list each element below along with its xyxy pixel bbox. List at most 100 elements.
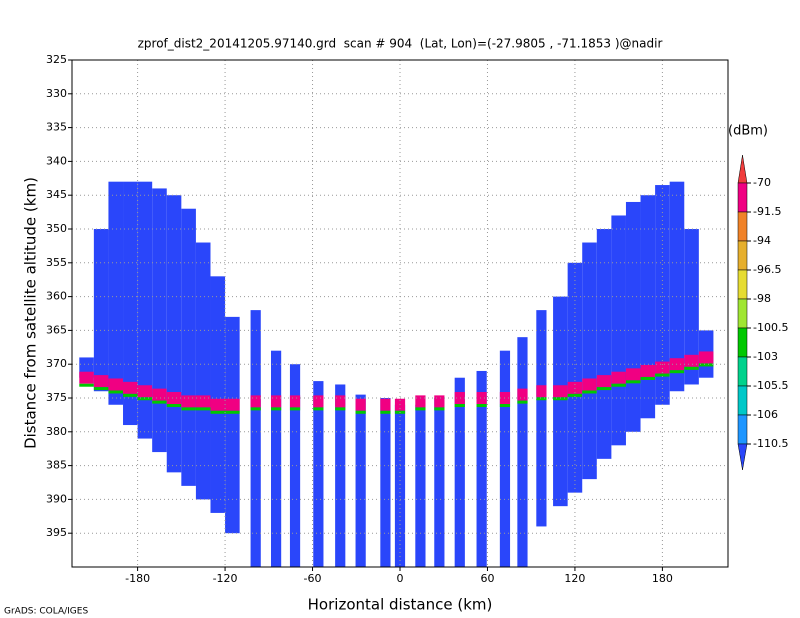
swath-column xyxy=(335,384,346,567)
colorbar-tick-label: -106 xyxy=(753,408,778,421)
bright-band xyxy=(108,378,124,391)
bright-band xyxy=(698,351,714,364)
swath-column xyxy=(454,377,465,567)
colorbar-segment xyxy=(737,298,748,329)
swath-column xyxy=(93,229,109,392)
colorbar-cap xyxy=(737,443,748,471)
band-edge xyxy=(517,400,528,404)
swath-column xyxy=(123,181,138,426)
x-tick-label: -180 xyxy=(125,572,150,585)
bright-band xyxy=(166,392,182,404)
band-edge xyxy=(313,407,324,411)
colorbar-tick-label: -70 xyxy=(753,176,771,189)
bright-band xyxy=(210,398,226,411)
band-edge xyxy=(152,400,167,404)
colorbar-segment xyxy=(737,356,748,387)
band-edge xyxy=(625,380,641,384)
bright-band xyxy=(289,395,301,408)
bright-band xyxy=(355,398,366,411)
band-edge xyxy=(582,390,597,394)
band-edge xyxy=(137,397,153,401)
swath-column xyxy=(476,370,487,567)
y-tick-label: 350 xyxy=(46,222,67,235)
swath-column xyxy=(669,181,685,392)
x-tick-label: -60 xyxy=(304,572,322,585)
band-edge xyxy=(553,397,568,401)
band-edge xyxy=(380,410,391,414)
colorbar-segment xyxy=(737,269,748,300)
bright-band xyxy=(536,385,547,398)
swath-column xyxy=(415,404,426,567)
band-edge xyxy=(289,407,301,411)
band-edge xyxy=(225,410,240,414)
colorbar-segment xyxy=(737,414,748,445)
y-tick-label: 375 xyxy=(46,391,67,404)
swath-column xyxy=(640,195,656,419)
plot-frame xyxy=(71,59,729,568)
y-tick-label: 340 xyxy=(46,154,67,167)
y-axis-label: Distance from satellite altitude (km) xyxy=(22,177,40,449)
band-edge xyxy=(79,383,94,387)
band-edge xyxy=(655,373,670,377)
band-edge xyxy=(698,363,714,367)
swath-column xyxy=(582,242,597,480)
swath-column xyxy=(108,181,124,405)
bright-band xyxy=(434,395,445,408)
y-tick-label: 380 xyxy=(46,425,67,438)
bright-band xyxy=(567,381,583,394)
bright-band xyxy=(123,381,138,394)
footer: GrADS: COLA/IGES xyxy=(4,607,88,617)
band-edge xyxy=(415,407,426,411)
bright-band xyxy=(380,398,391,411)
band-edge xyxy=(567,393,583,397)
swath-column xyxy=(684,229,699,385)
swath-column xyxy=(313,381,324,567)
swath-column xyxy=(611,215,626,446)
colorbar-tick-label: -100.5 xyxy=(753,321,788,334)
y-tick-label: 335 xyxy=(46,121,67,134)
swath-column xyxy=(166,195,182,473)
bright-band xyxy=(195,395,211,408)
y-tick-label: 390 xyxy=(46,492,67,505)
swath-column xyxy=(655,185,670,405)
x-tick-label: 120 xyxy=(564,572,585,585)
swath-column xyxy=(380,398,391,567)
bright-band xyxy=(517,388,528,401)
swath-column xyxy=(596,229,612,459)
bright-band xyxy=(640,364,656,377)
colorbar-tick-label: -91.5 xyxy=(753,205,781,218)
colorbar-segment xyxy=(737,240,748,271)
colorbar-tick-label: -110.5 xyxy=(753,437,788,450)
bright-band xyxy=(476,392,487,404)
y-tick-label: 395 xyxy=(46,526,67,539)
y-tick-label: 330 xyxy=(46,87,67,100)
x-tick-label: 60 xyxy=(480,572,494,585)
bright-band xyxy=(655,361,670,374)
chart-title: zprof_dist2_20141205.97140.grd scan # 90… xyxy=(138,37,663,51)
bright-band xyxy=(313,395,324,408)
colorbar-segment xyxy=(737,385,748,416)
colorbar-tick-label: -103 xyxy=(753,350,778,363)
swath-column xyxy=(394,404,406,567)
bright-band xyxy=(152,388,167,401)
swath-column xyxy=(250,310,261,567)
band-edge xyxy=(93,387,109,391)
band-edge xyxy=(640,376,656,380)
bright-band xyxy=(415,395,426,408)
swath-column xyxy=(181,208,196,486)
y-tick-label: 360 xyxy=(46,290,67,303)
swath-column xyxy=(625,201,641,432)
band-edge xyxy=(166,404,182,407)
swath-column xyxy=(210,276,226,513)
band-edge xyxy=(596,387,612,391)
band-edge xyxy=(108,390,124,394)
colorbar-tick-label: -98 xyxy=(753,292,771,305)
y-tick-label: 325 xyxy=(46,53,67,66)
band-edge xyxy=(499,404,511,407)
bright-band xyxy=(335,395,346,408)
bright-band xyxy=(137,385,153,398)
band-edge xyxy=(335,407,346,411)
swath-column xyxy=(434,398,445,567)
band-edge xyxy=(476,404,487,407)
